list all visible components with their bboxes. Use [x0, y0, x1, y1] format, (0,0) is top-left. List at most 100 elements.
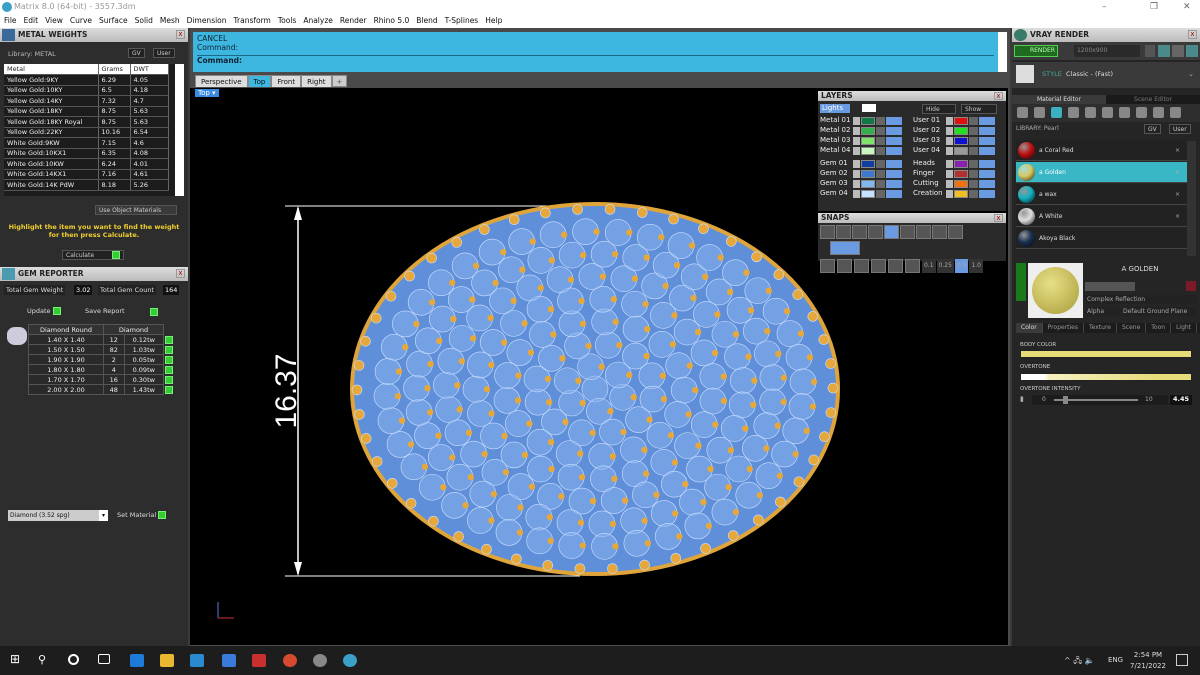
layer-row[interactable]: Heads — [913, 159, 995, 168]
snap-mode-button[interactable] — [888, 259, 903, 273]
visibility-toggle[interactable] — [979, 146, 995, 155]
select-gems-button[interactable] — [164, 365, 175, 375]
hide-button[interactable]: Hide — [922, 104, 956, 114]
visibility-toggle[interactable] — [979, 159, 995, 168]
layer-name[interactable]: User 02 — [913, 126, 941, 134]
layer-color-swatch[interactable] — [861, 169, 875, 178]
menu-dimension[interactable]: Dimension — [186, 16, 227, 25]
visibility-toggle[interactable] — [886, 179, 902, 188]
play-icon[interactable] — [150, 308, 158, 316]
maximize-button[interactable]: ❐ — [1150, 2, 1159, 12]
snap-toggle[interactable] — [852, 225, 867, 239]
minimize-button[interactable]: – — [1102, 2, 1107, 12]
command-input[interactable]: Command: — [197, 55, 994, 65]
subtab-light[interactable]: Light — [1171, 323, 1198, 333]
expand-icon[interactable] — [853, 179, 860, 188]
lock-icon[interactable] — [876, 179, 885, 188]
layer-name[interactable]: User 01 — [913, 116, 941, 124]
gv-toggle[interactable]: GV — [1144, 124, 1161, 134]
table-row[interactable]: 1.70 X 1.70 16 0.30tw — [28, 374, 175, 385]
snap-increment[interactable]: 0.25 — [936, 259, 954, 273]
light-material-icon[interactable] — [1170, 107, 1181, 118]
gem-material-icon[interactable] — [1034, 107, 1045, 118]
layer-row[interactable]: Gem 03 — [820, 179, 902, 188]
column-header[interactable]: DWT — [130, 64, 169, 75]
layer-row[interactable]: Gem 01 — [820, 159, 902, 168]
layer-name[interactable]: Gem 01 — [820, 159, 848, 167]
layer-row[interactable]: Cutting — [913, 179, 995, 188]
layer-color-swatch[interactable] — [954, 189, 968, 198]
style-select[interactable]: STYLE Classic - (Fast) ⌄ — [1012, 62, 1200, 88]
render-settings-icon[interactable] — [1158, 45, 1170, 57]
lock-icon[interactable] — [876, 146, 885, 155]
visibility-toggle[interactable] — [979, 179, 995, 188]
table-row[interactable]: White Gold:9KW 7.15 4.6 — [4, 137, 169, 149]
select-gems-button[interactable] — [164, 355, 175, 365]
menu-t-splines[interactable]: T-Splines — [444, 16, 479, 25]
lock-icon[interactable] — [969, 189, 978, 198]
table-row[interactable]: Yellow Gold:18KY Royal 8.75 5.63 — [4, 116, 169, 128]
layer-color-swatch[interactable] — [954, 146, 968, 155]
layer-row[interactable]: Metal 02 — [820, 126, 902, 135]
calculate-button[interactable]: Calculate — [62, 250, 124, 260]
visibility-toggle[interactable] — [886, 136, 902, 145]
table-row[interactable]: 1.80 X 1.80 4 0.09tw — [28, 364, 175, 375]
store-icon[interactable] — [190, 654, 204, 667]
material-list-scrollbar[interactable] — [1187, 141, 1196, 256]
visibility-toggle[interactable] — [886, 159, 902, 168]
close-icon[interactable]: x — [994, 214, 1003, 222]
layer-color-swatch[interactable] — [954, 179, 968, 188]
tab-scene-editor[interactable]: Scene Editor — [1106, 95, 1200, 104]
expand-icon[interactable] — [853, 116, 860, 125]
table-row[interactable]: White Gold:14K PdW 8.18 5.26 — [4, 179, 169, 191]
remove-material-icon[interactable]: × — [1174, 147, 1180, 154]
select-gems-button[interactable] — [164, 385, 175, 395]
clock-date[interactable]: 7/21/2022 — [1130, 662, 1166, 670]
menu-rhino-5-0[interactable]: Rhino 5.0 — [373, 16, 410, 25]
close-icon[interactable]: x — [1188, 30, 1197, 39]
layer-row[interactable]: User 04 — [913, 146, 995, 155]
snap-toggle[interactable] — [916, 225, 931, 239]
snap-increment[interactable]: 0.5 — [954, 259, 969, 273]
material-item[interactable]: a wax × — [1016, 184, 1188, 205]
material-item[interactable]: a Golden × — [1016, 162, 1188, 183]
layer-color-swatch[interactable] — [954, 136, 968, 145]
viewport-label[interactable]: Top ▾ — [195, 89, 219, 97]
layer-color-swatch[interactable] — [861, 126, 875, 135]
close-icon[interactable]: x — [176, 269, 185, 278]
expand-icon[interactable] — [853, 146, 860, 155]
expand-icon[interactable] — [946, 179, 953, 188]
visibility-toggle[interactable] — [979, 189, 995, 198]
resolution-select[interactable]: 1200x900 — [1074, 45, 1140, 57]
layer-row[interactable]: Metal 03 — [820, 136, 902, 145]
expand-icon[interactable] — [946, 126, 953, 135]
snap-increment[interactable]: 0.1 — [922, 259, 936, 273]
mail-icon[interactable] — [222, 654, 236, 667]
visibility-toggle[interactable] — [886, 189, 902, 198]
material-select[interactable]: Diamond (3.52 spg) ▾ — [8, 510, 108, 521]
expand-icon[interactable] — [946, 136, 953, 145]
layer-name[interactable]: User 03 — [913, 136, 941, 144]
remove-material-icon[interactable]: × — [1174, 213, 1180, 220]
close-icon[interactable]: x — [994, 92, 1003, 100]
layer-color-swatch[interactable] — [862, 104, 876, 112]
paint-material-icon[interactable] — [1136, 107, 1147, 118]
layer-row[interactable]: User 03 — [913, 136, 995, 145]
snap-mode-button[interactable] — [820, 259, 835, 273]
expand-icon[interactable] — [853, 169, 860, 178]
layer-lights[interactable]: Lights — [820, 104, 850, 113]
edge-icon[interactable] — [130, 654, 144, 667]
rhino-icon[interactable] — [313, 654, 327, 667]
lock-icon[interactable] — [969, 116, 978, 125]
layer-name[interactable]: Metal 02 — [820, 126, 851, 134]
menu-analyze[interactable]: Analyze — [303, 16, 333, 25]
menu-render[interactable]: Render — [339, 16, 367, 25]
layer-row[interactable]: Metal 01 — [820, 116, 902, 125]
reflection-select[interactable]: Complex Reflection — [1085, 295, 1197, 304]
set-material-button[interactable]: Set Material — [117, 511, 167, 519]
close-button[interactable]: ✕ — [1183, 2, 1191, 12]
lock-icon[interactable] — [969, 136, 978, 145]
save-report-button[interactable]: Save Report — [85, 307, 125, 315]
material-item[interactable]: A White × — [1016, 206, 1188, 227]
glass-material-icon[interactable] — [1085, 107, 1096, 118]
